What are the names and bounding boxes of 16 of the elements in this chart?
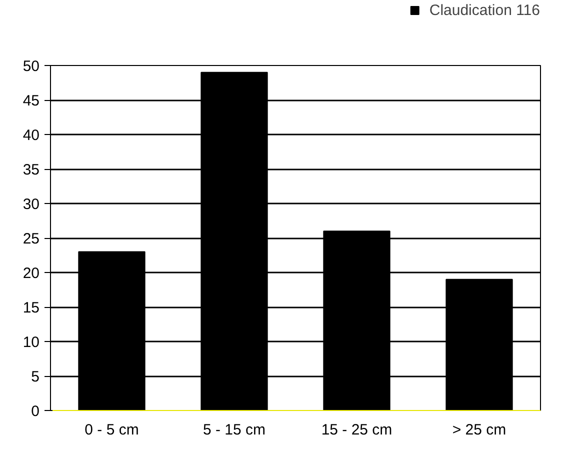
legend-label: Claudication 116 [429,2,540,18]
y-tick-label: 45 [22,92,40,110]
y-tick-label: 50 [22,58,40,75]
y-tick-label: 20 [22,265,40,282]
x-tick-label: 5 - 15 cm [202,422,266,438]
x-tick-label: 15 - 25 cm [321,422,392,438]
y-tick-label: 10 [22,334,40,351]
y-tick-label: 0 [31,403,40,420]
x-tick-label: > 25 cm [452,422,506,438]
y-tick-label: 15 [22,300,40,316]
y-tick-label: 40 [22,127,40,144]
y-tick-label: 35 [22,162,40,178]
y-tick-label: 30 [22,196,40,213]
y-tick-label: 25 [22,230,40,248]
x-tick-label: 0 - 5 cm [84,422,139,438]
y-tick-label: 5 [31,368,40,386]
